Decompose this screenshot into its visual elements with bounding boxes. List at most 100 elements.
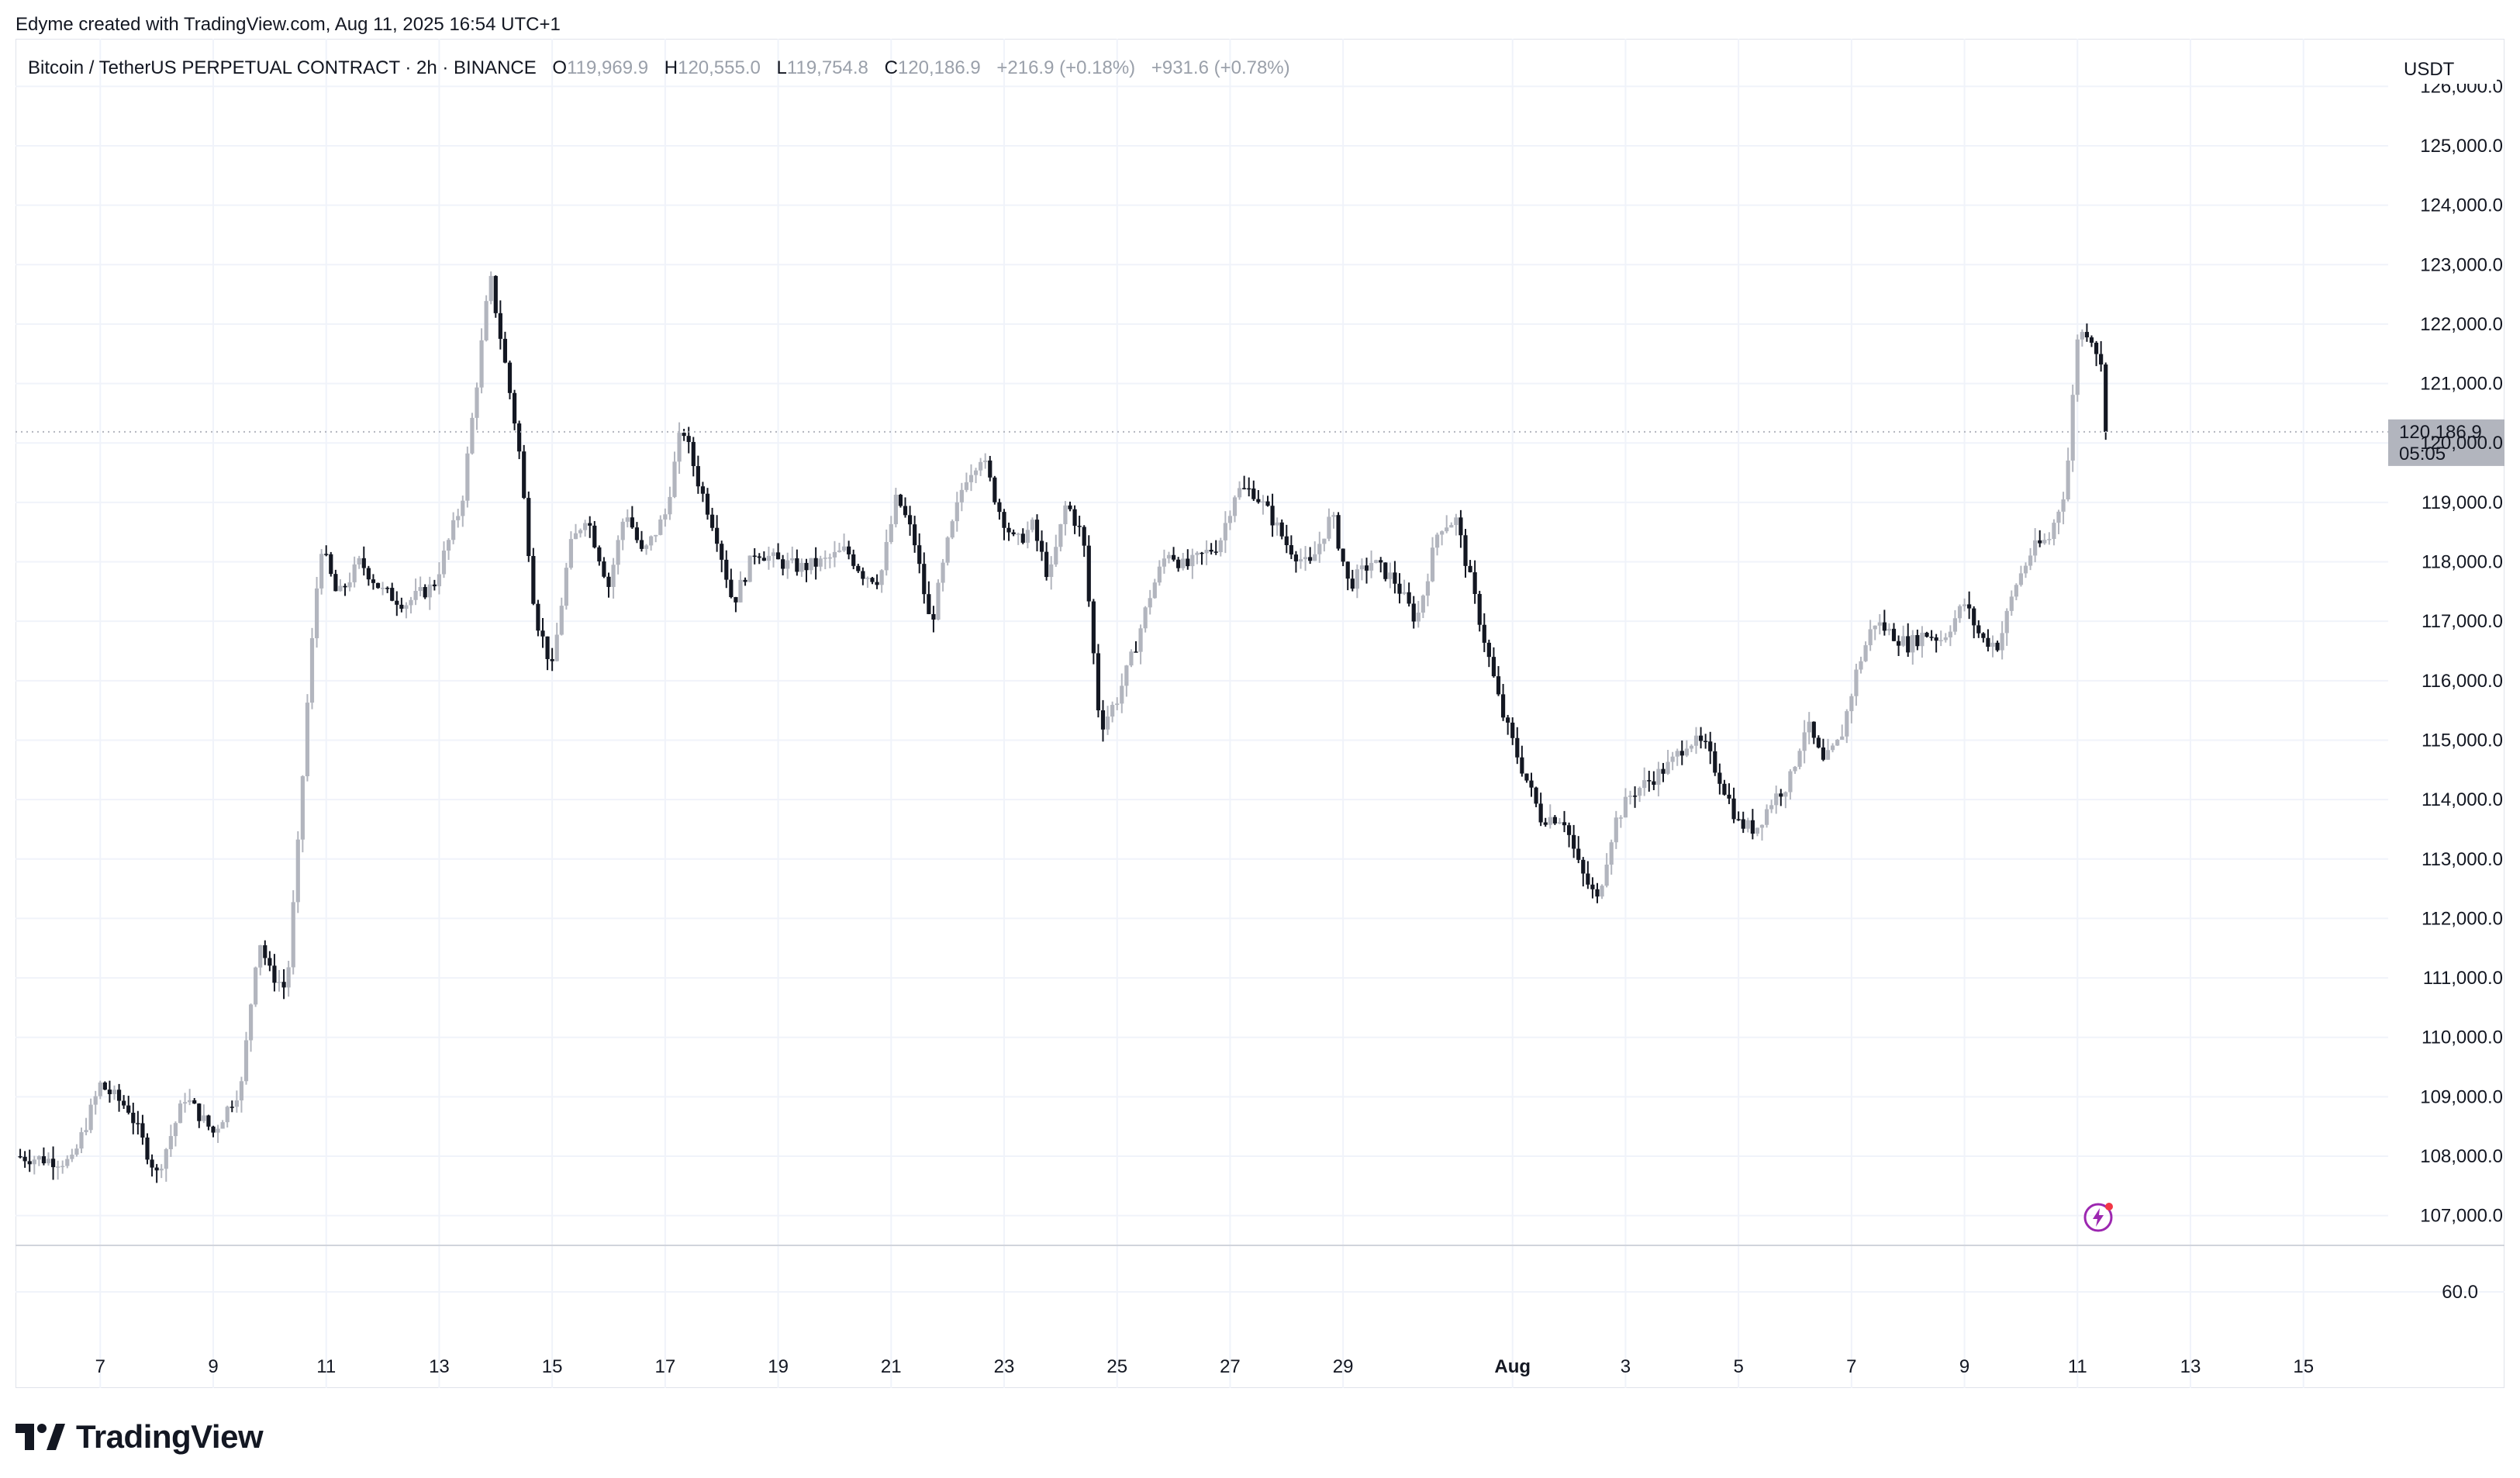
candle-body [536, 603, 540, 631]
candle-body [1082, 527, 1086, 546]
candle-body [1675, 751, 1679, 757]
candle-body [1213, 551, 1218, 553]
candle-body [1849, 696, 1854, 712]
candle-body [1604, 864, 1609, 886]
candle-body [1557, 822, 1562, 824]
candle-body [352, 564, 357, 582]
candle-body [927, 594, 931, 614]
candle-body [823, 558, 827, 559]
candle-body [470, 417, 475, 454]
candle-body [27, 1161, 32, 1165]
price-tag [2388, 419, 2504, 466]
candle-body [917, 545, 922, 565]
candle-body [1713, 751, 1717, 773]
candle-body [2066, 460, 2070, 499]
candle-body [1590, 884, 1595, 889]
open-value: 119,969.9 [567, 57, 649, 78]
candle-body [1845, 711, 1849, 737]
candle-body [1807, 721, 1811, 733]
candle-body [1242, 488, 1247, 489]
candle-body [1618, 817, 1623, 819]
candle-body [1336, 515, 1341, 549]
price-tag-countdown: 05:05 [2399, 444, 2446, 464]
low-label: L [776, 57, 787, 78]
candle-body [522, 451, 526, 499]
candle-body [1972, 608, 1976, 626]
candle-body [2009, 596, 2014, 611]
candle-body [720, 544, 724, 560]
close-value: 120,186.9 [897, 57, 981, 78]
candle-body [1830, 745, 1835, 751]
symbol-name[interactable]: Bitcoin / TetherUS PERPETUAL CONTRACT · … [28, 57, 537, 78]
candle-body [1925, 632, 1929, 637]
candle-body [1891, 628, 1897, 641]
candle-body [2004, 610, 2009, 634]
candle-body [663, 514, 668, 520]
candle-body [611, 565, 616, 587]
candle-body [564, 568, 568, 606]
candle-body [1515, 737, 1520, 758]
candle-body [1520, 757, 1524, 774]
candle-body [1745, 820, 1750, 829]
candle-body [781, 559, 785, 569]
candle-body [2047, 539, 2052, 540]
candle-body [1774, 793, 1779, 806]
candle-body [1449, 525, 1454, 528]
candle-body [36, 1156, 41, 1160]
y-tick-label: 124,000.0 [2420, 195, 2503, 216]
candle-body [112, 1090, 117, 1095]
candle-body [1279, 522, 1284, 537]
time-axis: 7 9 11 13 15 17 19 21 23 25 27 29 Aug 3 5 7 9 11 13 15 [95, 1356, 2314, 1377]
candle-body [1293, 554, 1299, 561]
candle-body [1632, 795, 1638, 797]
candle-body [1524, 773, 1529, 781]
candle-body [1068, 505, 1072, 509]
candle-body [2089, 337, 2094, 343]
candle-body [1825, 750, 1831, 760]
candle-body [493, 275, 498, 313]
candle-body [1656, 768, 1661, 786]
chart-overlay: 120,186.905:05 [16, 419, 2504, 466]
chart-credit: Edyme created with TradingView.com, Aug … [16, 14, 561, 35]
candle-body [1289, 545, 1293, 555]
candle-body [1044, 551, 1049, 578]
y-tick-label: 119,000.0 [2422, 492, 2503, 513]
tradingview-logo[interactable]: TradingView [16, 1418, 264, 1456]
candle-body [597, 547, 602, 561]
candle-body [60, 1165, 65, 1168]
candle-body [1374, 560, 1379, 563]
candle-body [150, 1159, 154, 1168]
candle-body [893, 494, 898, 524]
candle-body [41, 1156, 47, 1164]
candle-body [602, 561, 606, 577]
candle-body [1247, 488, 1251, 490]
candle-body [1308, 557, 1313, 561]
candle-body [799, 562, 804, 572]
candle-body [1642, 780, 1647, 789]
candle-body [432, 584, 437, 587]
x-tick-label: 17 [655, 1356, 676, 1377]
candle-body [964, 482, 969, 490]
currency-label[interactable]: USDT [2388, 56, 2497, 84]
candle-body [98, 1082, 102, 1096]
candle-body [738, 579, 743, 603]
lightning-bolt-icon[interactable] [2083, 1202, 2114, 1233]
candle-body [1162, 558, 1167, 567]
candle-body [2000, 633, 2004, 651]
candle-body [1034, 520, 1040, 541]
candle-body [856, 565, 861, 572]
candle-body [2014, 585, 2018, 597]
candle-body [263, 944, 268, 958]
candle-series [18, 271, 2108, 1183]
candle-body [1600, 886, 1604, 897]
candle-body [644, 545, 649, 549]
candle-body [1458, 517, 1463, 536]
candle-body [295, 839, 300, 903]
candle-body [620, 521, 625, 540]
candle-body [46, 1159, 51, 1164]
candle-body [1911, 635, 1915, 653]
candle-body [74, 1148, 79, 1155]
y-tick-label: 107,000.0 [2420, 1206, 2503, 1227]
candle-body [173, 1123, 178, 1137]
